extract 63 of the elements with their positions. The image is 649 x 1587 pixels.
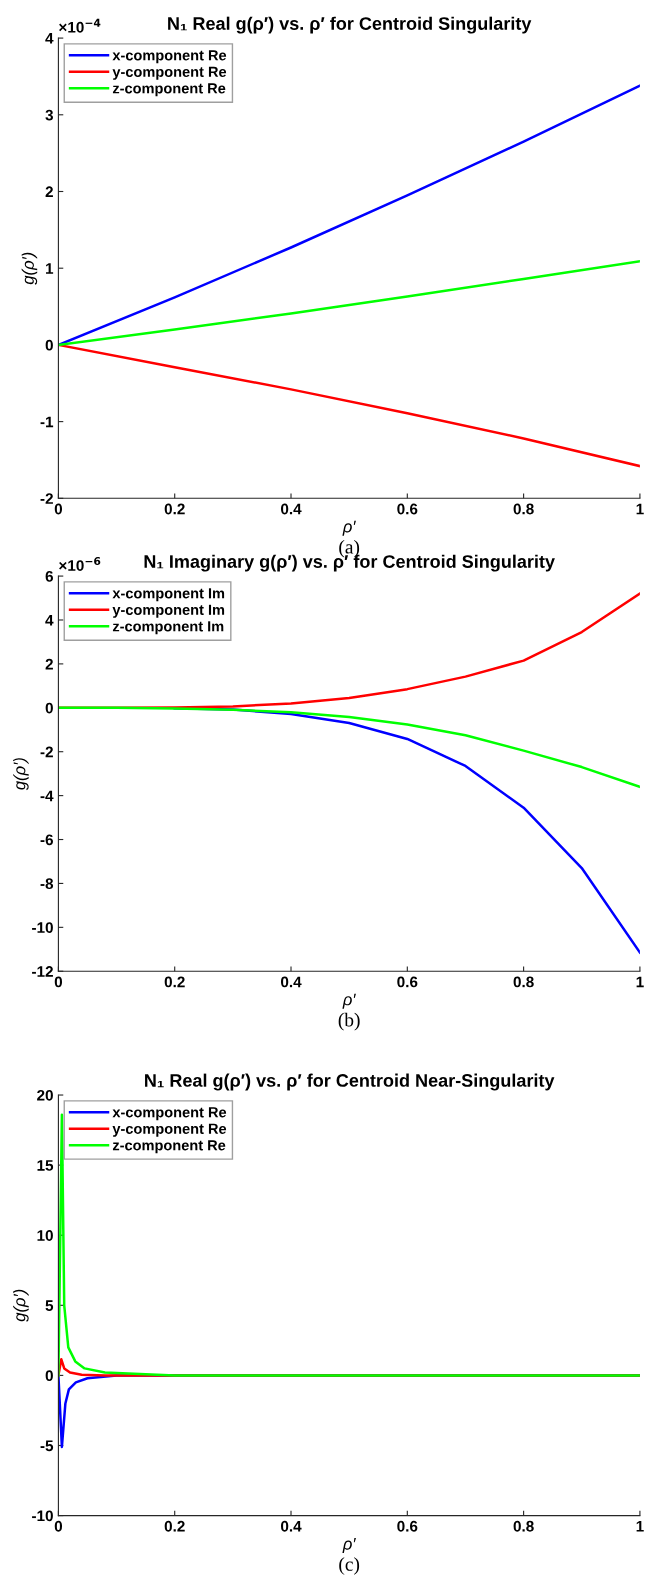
legend-label: y-component Re — [112, 66, 227, 80]
y-tick-label: 0 — [45, 1370, 53, 1382]
y-tick-label: 1 — [46, 263, 54, 274]
x-tick-label: 0.4 — [281, 1520, 302, 1532]
y-tick-label: 5 — [45, 1300, 54, 1311]
x-tick-label: 0.6 — [397, 976, 418, 988]
legend-label: y-component Im — [112, 604, 225, 618]
legend-label: z-component Re — [112, 83, 226, 97]
y-tick-label: -4 — [40, 790, 54, 802]
text: (c) — [339, 1557, 360, 1575]
x-axis-title: ρ′ — [342, 1538, 356, 1553]
x-tick-label: 0 — [54, 1520, 63, 1532]
y-tick-label: -1 — [40, 416, 54, 428]
y-tick-label: -8 — [40, 878, 54, 890]
x-tick-label: 0.2 — [164, 976, 185, 988]
y-tick-label: -10 — [32, 1510, 53, 1522]
y-axis-title: g(ρ′) — [13, 758, 29, 791]
chart-title: N₁ Real g(ρ′) vs. ρ′ for Centroid Near-Singularity — [145, 1073, 555, 1091]
y-tick-label: 4 — [45, 33, 54, 44]
x-tick-label: 1 — [636, 976, 644, 988]
text: (b) — [338, 1012, 360, 1031]
y-axis-title: g(ρ′) — [13, 1289, 29, 1322]
y-tick-label: 20 — [37, 1089, 53, 1101]
y-tick-label: 4 — [45, 615, 54, 626]
y-tick-label: 10 — [37, 1230, 53, 1241]
y-tick-label: 15 — [37, 1160, 54, 1171]
y-tick-label: 3 — [45, 109, 53, 121]
y-tick-label: 0 — [45, 339, 53, 351]
y-tick-label: 2 — [45, 658, 53, 670]
legend-label: z-component Im — [112, 621, 224, 635]
x-axis-title: ρ′ — [342, 993, 356, 1009]
y-tick-label: -2 — [40, 746, 53, 758]
x-axis-title: ρ′ — [342, 520, 356, 536]
x-tick-label: 0.4 — [281, 503, 302, 515]
y-tick-label: 2 — [45, 186, 53, 198]
y-tick-label: 6 — [45, 570, 53, 582]
y-tick-label: -12 — [32, 966, 53, 977]
x-tick-label: 0 — [54, 503, 63, 515]
x-tick-label: 0.2 — [164, 1520, 185, 1532]
chart-title: N₁ Real g(ρ′) vs. ρ′ for Centroid Singularity — [168, 16, 532, 34]
y-tick-label: -6 — [40, 834, 53, 846]
x-tick-label: 0 — [54, 976, 63, 988]
y-tick-label: -5 — [40, 1440, 54, 1452]
text: ×10$^{−4}$ — [59, 18, 101, 33]
x-tick-label: 0.2 — [164, 503, 185, 515]
y-tick-label: 0 — [45, 702, 53, 714]
x-tick-label: 0.8 — [513, 976, 534, 988]
x-tick-label: 0.4 — [281, 976, 302, 988]
legend-label: x-component Re — [112, 50, 227, 64]
legend-label: y-component Re — [112, 1123, 227, 1137]
x-tick-label: 0.6 — [397, 503, 418, 515]
legend-label: x-component Im — [112, 588, 225, 602]
x-tick-label: 0.6 — [397, 1520, 418, 1532]
x-tick-label: 1 — [636, 503, 644, 515]
x-tick-label: 0.8 — [513, 503, 534, 515]
x-tick-label: 1 — [636, 1521, 644, 1532]
y-tick-label: -2 — [40, 493, 53, 504]
x-tick-label: 0.8 — [513, 1520, 534, 1532]
y-tick-label: -10 — [32, 922, 53, 934]
legend-label: x-component Re — [112, 1107, 227, 1121]
legend-label: z-component Re — [112, 1140, 226, 1154]
text: ×10$^{−6}$ — [59, 557, 101, 571]
y-axis-title: g(ρ′) — [21, 252, 38, 285]
